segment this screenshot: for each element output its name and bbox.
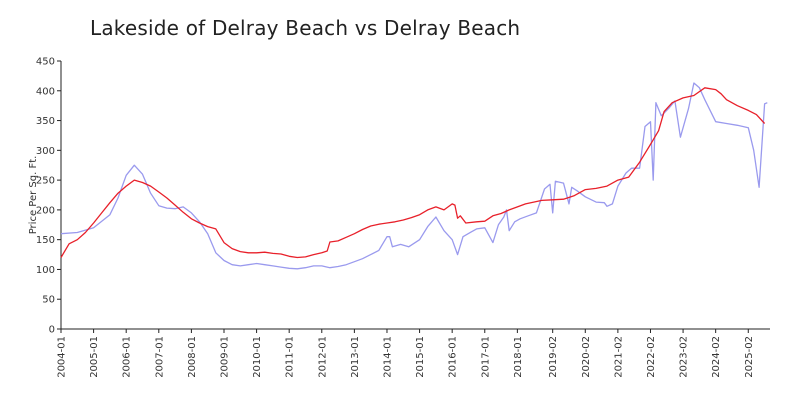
x-tick-label: 2017-01 <box>480 336 491 378</box>
x-tick-label: 2025-02 <box>744 336 755 378</box>
x-tick-label: 2016-01 <box>448 336 459 378</box>
chart-title: Lakeside of Delray Beach vs Delray Beach <box>90 16 521 40</box>
x-tick-label: 2007-01 <box>154 336 165 378</box>
y-tick-label: 100 <box>36 265 55 276</box>
x-tick-label: 2004-01 <box>57 336 68 378</box>
y-axis-title: Price Per Sq. Ft. <box>28 156 39 235</box>
axes: 0 50 100 150 200 250 300 350 400 450 2004-01 2005-0… <box>36 57 770 378</box>
y-tick-label: 150 <box>36 235 55 246</box>
x-tick-label: 2022-02 <box>646 336 657 378</box>
x-tick-label: 2020-02 <box>581 336 592 378</box>
x-tick-label: 2008-01 <box>187 336 198 378</box>
x-tick-label: 2011-01 <box>285 336 296 378</box>
y-tick-label: 50 <box>42 295 55 306</box>
y-tick-label: 200 <box>36 205 55 216</box>
x-tick-label: 2012-01 <box>317 336 328 378</box>
x-tick-label: 2024-02 <box>711 336 722 378</box>
x-tick-label: 2023-02 <box>679 336 690 378</box>
y-tick-label: 350 <box>36 116 55 127</box>
x-tick-label: 2010-01 <box>252 336 263 378</box>
x-tick-label: 2015-01 <box>415 336 426 378</box>
x-tick-label: 2005-01 <box>89 336 100 378</box>
x-tick-label: 2018-01 <box>513 336 524 378</box>
series-line-1 <box>60 87 766 259</box>
x-tick-label: 2019-02 <box>548 336 559 378</box>
x-tick-label: 2014-01 <box>382 336 393 378</box>
series-layer <box>60 82 768 270</box>
x-tick-label: 2006-01 <box>122 336 133 378</box>
x-tick-label: 2021-02 <box>613 336 624 378</box>
y-tick-label: 400 <box>36 86 55 97</box>
x-tick-label: 2009-01 <box>219 336 230 378</box>
y-tick-label: 450 <box>36 57 55 68</box>
series-line-2 <box>60 82 768 270</box>
y-tick-label: 0 <box>49 325 55 336</box>
x-tick-label: 2013-01 <box>350 336 361 378</box>
y-tick-label: 300 <box>36 146 55 157</box>
y-tick-label: 250 <box>36 176 55 187</box>
